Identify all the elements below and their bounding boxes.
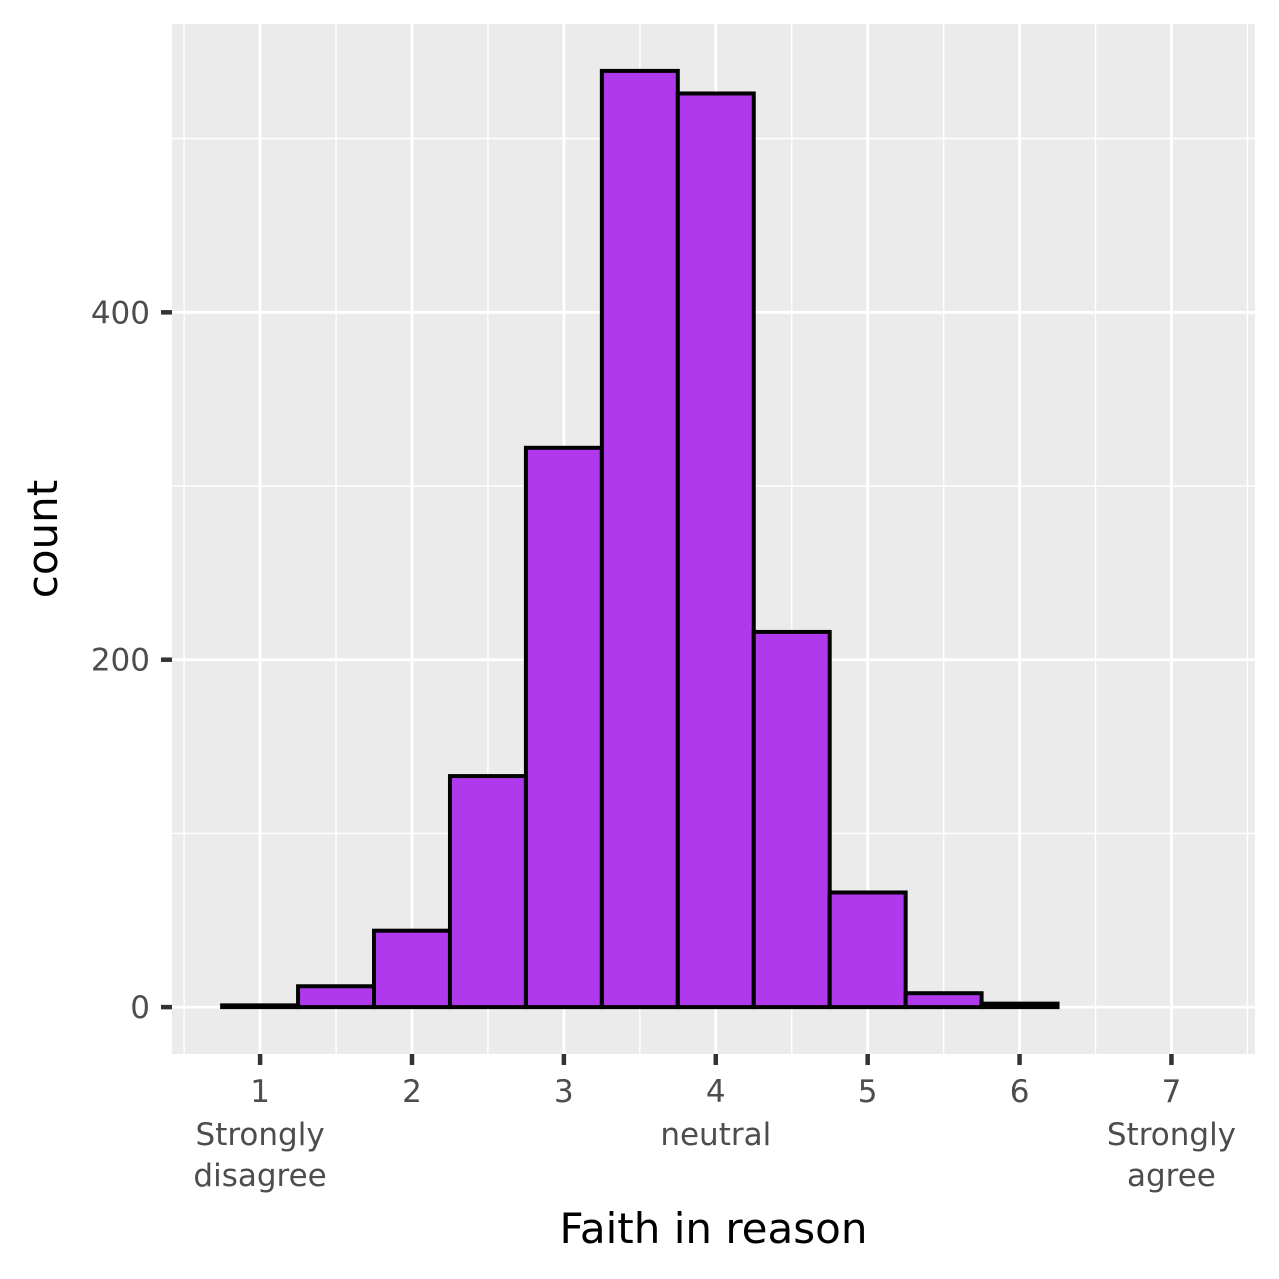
histogram-bar-11 <box>979 1001 1060 1010</box>
x-tick-sublabel: Strongly <box>1107 1117 1236 1153</box>
x-tick-label: 1 <box>250 1074 270 1110</box>
x-tick-label: 2 <box>402 1074 422 1110</box>
x-tick-sublabel: disagree <box>193 1158 326 1194</box>
histogram-bar-9 <box>827 890 908 1010</box>
x-tick-sublabel: neutral <box>660 1117 771 1153</box>
x-axis: 1 Strongly disagree 2 3 4 neutral 5 6 7 Strongly ag… <box>193 1054 1236 1194</box>
x-tick-label: 7 <box>1162 1074 1182 1110</box>
x-tick-label: 4 <box>706 1074 726 1110</box>
x-tick-sublabel: agree <box>1127 1158 1216 1194</box>
y-tick-label: 0 <box>130 990 150 1026</box>
histogram-bar-5 <box>523 445 604 1010</box>
x-axis-title: Faith in reason <box>560 1204 868 1253</box>
histogram-bar-6 <box>599 68 680 1010</box>
y-axis: 0 200 400 <box>91 295 172 1026</box>
histogram-bar-8 <box>751 629 832 1010</box>
x-tick-label: 6 <box>1010 1074 1030 1110</box>
y-axis-title: count <box>18 480 67 599</box>
x-tick-sublabel: Strongly <box>196 1117 325 1153</box>
histogram-bar-10 <box>903 991 984 1010</box>
histogram-bar-2 <box>296 984 377 1010</box>
histogram-bars <box>220 68 1060 1010</box>
histogram-bar-1 <box>220 1003 301 1010</box>
histogram-bar-7 <box>675 91 756 1010</box>
y-tick-label: 400 <box>91 295 150 331</box>
x-tick-label: 3 <box>554 1074 574 1110</box>
y-tick-label: 200 <box>91 643 150 679</box>
histogram-bar-4 <box>447 774 528 1010</box>
x-tick-label: 5 <box>858 1074 878 1110</box>
histogram-bar-3 <box>372 928 452 1010</box>
